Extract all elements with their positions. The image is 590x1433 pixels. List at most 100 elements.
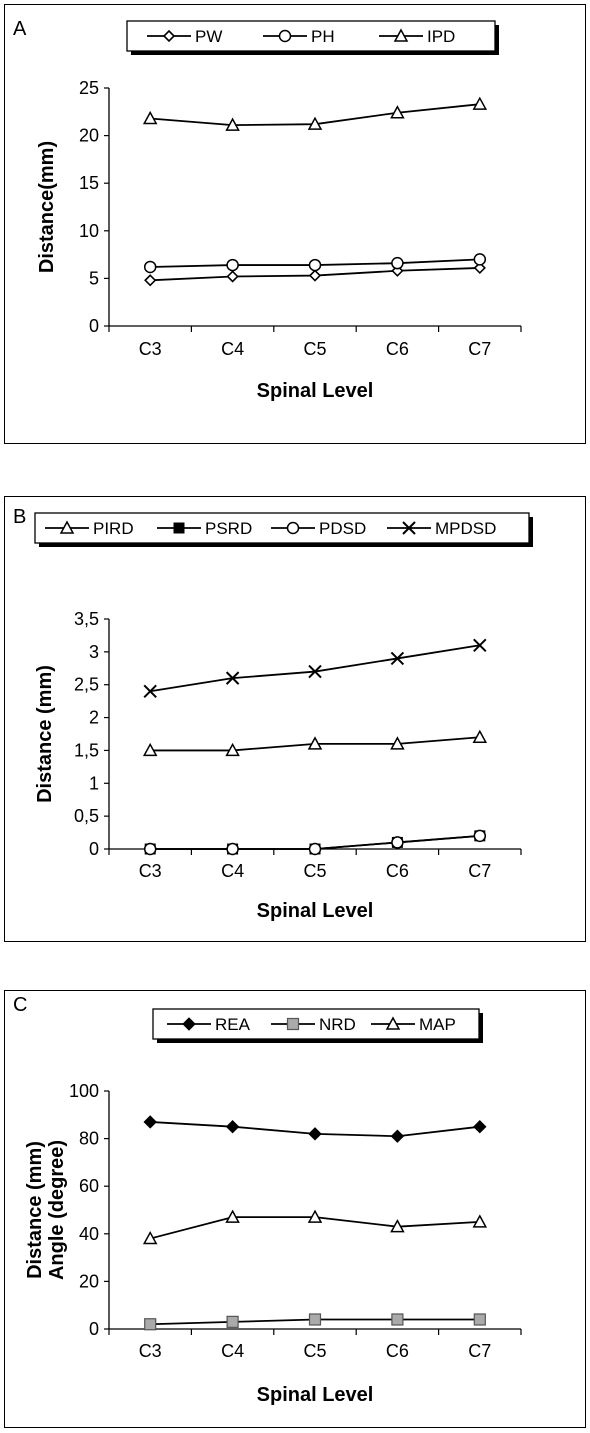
x-tick-label: C5 xyxy=(303,1341,326,1361)
y-tick-label: 0 xyxy=(89,839,99,859)
chart-a-svg: A 0 5 10 15 20 25 C3 C4 C5 C6 C7 Spinal Level Distanc… xyxy=(13,18,522,402)
panel-letter: B xyxy=(13,506,26,528)
legend-marker-mpdsd xyxy=(402,521,416,535)
x-tick-label: C3 xyxy=(139,1341,162,1361)
data-point-pdsd xyxy=(226,842,239,856)
data-point-mpdsd xyxy=(143,684,157,698)
data-point-ph xyxy=(473,253,487,266)
data-point-map xyxy=(225,1209,240,1223)
x-tick-label: C4 xyxy=(221,339,244,359)
panel-letter: C xyxy=(13,994,27,1016)
data-point-nrd xyxy=(144,1318,157,1331)
data-point-map xyxy=(142,1230,158,1245)
data-point-rea xyxy=(308,1127,322,1141)
legend-label-ipd: IPD xyxy=(427,27,455,46)
series-line-mpdsd xyxy=(150,644,480,693)
y-tick-label: 60 xyxy=(79,1176,99,1196)
y-tick-label: 20 xyxy=(79,126,99,146)
legend-label-map: MAP xyxy=(419,1015,456,1034)
data-point-mpdsd-stroke-2 xyxy=(390,651,405,666)
y-tick-label: 1 xyxy=(89,773,99,793)
legend-marker-pird xyxy=(59,520,75,534)
legend-label-mpdsd: MPDSD xyxy=(435,519,496,538)
data-point-pw xyxy=(473,261,486,275)
x-tick-label: C6 xyxy=(386,339,409,359)
y-tick-label: 10 xyxy=(79,221,99,241)
x-tick-label: C4 xyxy=(221,861,244,881)
data-point-ipd xyxy=(225,117,240,131)
data-point-map xyxy=(390,1219,405,1233)
data-point-pird xyxy=(472,729,488,744)
data-point-pird xyxy=(225,742,240,757)
legend-marker-rea xyxy=(182,1017,196,1031)
y-tick-label: 5 xyxy=(89,268,99,288)
y-tick-label: 0,5 xyxy=(74,806,99,826)
y-axis-title: Distance (mm) xyxy=(34,665,56,803)
x-tick-label: C7 xyxy=(468,1341,491,1361)
y-tick-label: 2,5 xyxy=(74,675,99,695)
x-tick-label: C3 xyxy=(139,339,162,359)
data-point-ph xyxy=(391,256,404,270)
legend-label-nrd: NRD xyxy=(319,1015,356,1034)
data-point-nrd xyxy=(391,1313,404,1326)
y-tick-label: 80 xyxy=(79,1129,99,1149)
data-point-nrd xyxy=(226,1315,239,1328)
x-tick-label: C4 xyxy=(221,1341,244,1361)
data-point-rea xyxy=(143,1115,157,1129)
legend-marker-pw xyxy=(162,29,176,43)
y-tick-label: 3,5 xyxy=(74,609,99,629)
y-tick-label: 25 xyxy=(79,78,99,98)
data-point-ph xyxy=(308,258,322,272)
x-axis-title: Spinal Level xyxy=(257,1384,374,1406)
y-tick-label: 3 xyxy=(89,642,99,662)
data-point-mpdsd-stroke-2 xyxy=(143,684,157,698)
legend-marker-ph xyxy=(278,29,292,43)
data-point-mpdsd-stroke-2 xyxy=(308,664,322,679)
y-tick-label: 40 xyxy=(79,1224,99,1244)
y-tick-label: 100 xyxy=(69,1081,99,1101)
data-point-pdsd xyxy=(308,842,322,856)
data-point-map xyxy=(307,1209,323,1223)
legend-marker-psrd xyxy=(173,522,185,534)
data-point-pdsd xyxy=(391,836,404,849)
y-tick-label: 2 xyxy=(89,708,99,728)
data-point-pird xyxy=(390,736,405,750)
data-point-mpdsd xyxy=(308,664,322,679)
x-tick-label: C5 xyxy=(303,339,326,359)
data-point-pdsd xyxy=(473,829,487,843)
data-point-rea xyxy=(225,1119,240,1134)
data-point-ipd xyxy=(390,105,405,119)
data-point-ipd xyxy=(142,110,158,125)
data-point-rea xyxy=(390,1129,405,1143)
data-point-mpdsd xyxy=(225,671,240,685)
data-point-mpdsd-stroke-2 xyxy=(225,671,240,685)
chart-panel-b: B 0 0,5 1 1,5 2 2,5 3 3,5 C3 C4 C5 C6 C7 Spinal Level D… xyxy=(4,496,586,942)
data-point-ipd xyxy=(472,96,488,110)
y-tick-label: 20 xyxy=(79,1271,99,1291)
x-tick-label: C6 xyxy=(386,1341,409,1361)
data-point-mpdsd xyxy=(473,638,487,652)
y-tick-label: 0 xyxy=(89,316,99,336)
legend-label-rea: REA xyxy=(215,1015,251,1034)
data-point-pdsd xyxy=(143,842,157,856)
y-axis-title: Distance (mm) xyxy=(24,1141,46,1279)
x-axis-title: Spinal Level xyxy=(257,900,374,922)
data-point-pird xyxy=(142,742,158,757)
chart-panel-a: A 0 5 10 15 20 25 C3 C4 C5 C6 C7 Spinal Level Distanc… xyxy=(4,4,586,444)
data-point-nrd xyxy=(308,1313,322,1326)
data-point-mpdsd-stroke-2 xyxy=(473,638,487,652)
x-tick-label: C6 xyxy=(386,861,409,881)
data-point-ph xyxy=(226,258,239,272)
y-tick-label: 0 xyxy=(89,1319,99,1339)
data-point-pw xyxy=(226,270,239,283)
data-point-map xyxy=(472,1214,488,1228)
legend-marker-pdsd xyxy=(286,521,300,535)
x-axis-title: Spinal Level xyxy=(257,380,374,402)
y-axis-title: Angle (degree) xyxy=(46,1140,68,1280)
legend-label-ph: PH xyxy=(311,27,335,46)
chart-b-svg: B 0 0,5 1 1,5 2 2,5 3 3,5 C3 C4 C5 C6 C7 Spinal Level D… xyxy=(13,506,533,922)
legend-marker-map xyxy=(385,1016,401,1030)
data-point-pird xyxy=(307,736,323,750)
y-tick-label: 1,5 xyxy=(74,740,99,760)
x-tick-label: C5 xyxy=(303,861,326,881)
